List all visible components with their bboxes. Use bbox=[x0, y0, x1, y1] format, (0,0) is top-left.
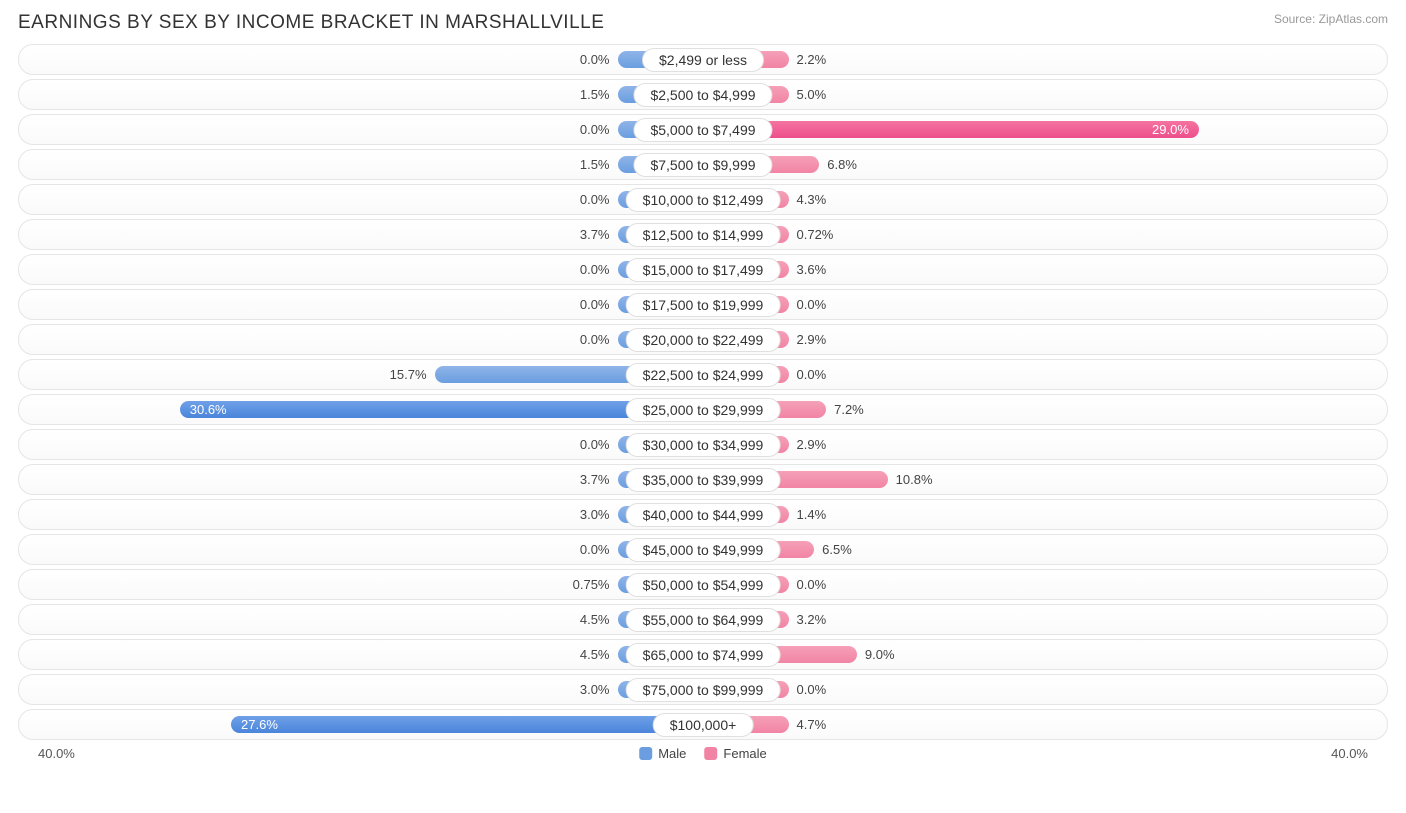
male-value-label: 3.7% bbox=[580, 472, 618, 487]
chart-row: 0.0% 2.9% $20,000 to $22,499 bbox=[18, 324, 1388, 355]
female-value-label: 2.9% bbox=[789, 332, 827, 347]
female-value-label: 0.0% bbox=[789, 367, 827, 382]
female-value-label: 3.6% bbox=[789, 262, 827, 277]
category-label: $5,000 to $7,499 bbox=[633, 118, 772, 142]
chart-row: 0.0% 2.9% $30,000 to $34,999 bbox=[18, 429, 1388, 460]
category-label: $15,000 to $17,499 bbox=[626, 258, 781, 282]
male-value-label: 0.0% bbox=[580, 52, 618, 67]
male-value-label: 0.0% bbox=[580, 122, 618, 137]
male-value-label: 0.0% bbox=[580, 297, 618, 312]
chart-footer: 40.0% Male Female 40.0% bbox=[18, 746, 1388, 766]
chart-row: 1.5% 6.8% $7,500 to $9,999 bbox=[18, 149, 1388, 180]
chart-row: 3.0% 0.0% $75,000 to $99,999 bbox=[18, 674, 1388, 705]
chart-row: 0.75% 0.0% $50,000 to $54,999 bbox=[18, 569, 1388, 600]
male-value-label: 3.0% bbox=[580, 507, 618, 522]
category-label: $100,000+ bbox=[653, 713, 754, 737]
chart-row: 0.0% 0.0% $17,500 to $19,999 bbox=[18, 289, 1388, 320]
diverging-bar-chart: 0.0% 2.2% $2,499 or less 1.5% 5.0% $2,500 to … bbox=[18, 44, 1388, 740]
category-label: $55,000 to $64,999 bbox=[626, 608, 781, 632]
chart-row: 30.6% 7.2% $25,000 to $29,999 bbox=[18, 394, 1388, 425]
female-value-label: 9.0% bbox=[857, 647, 895, 662]
legend: Male Female bbox=[639, 746, 767, 761]
female-value-label: 2.9% bbox=[789, 437, 827, 452]
male-value-label: 4.5% bbox=[580, 612, 618, 627]
male-value-label: 30.6% bbox=[180, 402, 237, 417]
female-bar: 29.0% bbox=[703, 121, 1199, 138]
female-value-label: 4.7% bbox=[789, 717, 827, 732]
category-label: $12,500 to $14,999 bbox=[626, 223, 781, 247]
male-value-label: 0.0% bbox=[580, 542, 618, 557]
female-value-label: 7.2% bbox=[826, 402, 864, 417]
male-bar: 30.6% bbox=[180, 401, 703, 418]
chart-row: 1.5% 5.0% $2,500 to $4,999 bbox=[18, 79, 1388, 110]
chart-source: Source: ZipAtlas.com bbox=[1274, 12, 1388, 26]
chart-row: 27.6% 4.7% $100,000+ bbox=[18, 709, 1388, 740]
female-value-label: 4.3% bbox=[789, 192, 827, 207]
category-label: $20,000 to $22,499 bbox=[626, 328, 781, 352]
chart-row: 0.0% 4.3% $10,000 to $12,499 bbox=[18, 184, 1388, 215]
male-value-label: 3.0% bbox=[580, 682, 618, 697]
category-label: $40,000 to $44,999 bbox=[626, 503, 781, 527]
chart-row: 3.7% 10.8% $35,000 to $39,999 bbox=[18, 464, 1388, 495]
chart-row: 0.0% 6.5% $45,000 to $49,999 bbox=[18, 534, 1388, 565]
category-label: $45,000 to $49,999 bbox=[626, 538, 781, 562]
chart-header: EARNINGS BY SEX BY INCOME BRACKET IN MAR… bbox=[18, 12, 1388, 34]
male-value-label: 1.5% bbox=[580, 87, 618, 102]
category-label: $10,000 to $12,499 bbox=[626, 188, 781, 212]
legend-item-male: Male bbox=[639, 746, 686, 761]
male-value-label: 4.5% bbox=[580, 647, 618, 662]
category-label: $2,500 to $4,999 bbox=[633, 83, 772, 107]
category-label: $65,000 to $74,999 bbox=[626, 643, 781, 667]
category-label: $50,000 to $54,999 bbox=[626, 573, 781, 597]
female-swatch-icon bbox=[704, 747, 717, 760]
axis-left-label: 40.0% bbox=[38, 746, 75, 761]
male-bar: 27.6% bbox=[231, 716, 703, 733]
category-label: $17,500 to $19,999 bbox=[626, 293, 781, 317]
male-swatch-icon bbox=[639, 747, 652, 760]
chart-row: 0.0% 3.6% $15,000 to $17,499 bbox=[18, 254, 1388, 285]
chart-row: 0.0% 29.0% $5,000 to $7,499 bbox=[18, 114, 1388, 145]
male-value-label: 0.0% bbox=[580, 192, 618, 207]
category-label: $2,499 or less bbox=[642, 48, 764, 72]
female-value-label: 29.0% bbox=[1142, 122, 1199, 137]
female-value-label: 6.8% bbox=[819, 157, 857, 172]
female-value-label: 10.8% bbox=[888, 472, 933, 487]
female-value-label: 0.72% bbox=[789, 227, 834, 242]
female-value-label: 2.2% bbox=[789, 52, 827, 67]
female-value-label: 1.4% bbox=[789, 507, 827, 522]
chart-row: 4.5% 9.0% $65,000 to $74,999 bbox=[18, 639, 1388, 670]
legend-female-label: Female bbox=[723, 746, 766, 761]
female-value-label: 0.0% bbox=[789, 297, 827, 312]
female-value-label: 0.0% bbox=[789, 682, 827, 697]
male-value-label: 3.7% bbox=[580, 227, 618, 242]
chart-title: EARNINGS BY SEX BY INCOME BRACKET IN MAR… bbox=[18, 12, 604, 34]
male-value-label: 1.5% bbox=[580, 157, 618, 172]
category-label: $30,000 to $34,999 bbox=[626, 433, 781, 457]
female-value-label: 0.0% bbox=[789, 577, 827, 592]
male-value-label: 27.6% bbox=[231, 717, 288, 732]
axis-right-label: 40.0% bbox=[1331, 746, 1368, 761]
female-value-label: 5.0% bbox=[789, 87, 827, 102]
category-label: $75,000 to $99,999 bbox=[626, 678, 781, 702]
female-value-label: 6.5% bbox=[814, 542, 852, 557]
male-value-label: 0.0% bbox=[580, 437, 618, 452]
chart-row: 15.7% 0.0% $22,500 to $24,999 bbox=[18, 359, 1388, 390]
legend-male-label: Male bbox=[658, 746, 686, 761]
male-value-label: 0.0% bbox=[580, 262, 618, 277]
male-value-label: 15.7% bbox=[390, 367, 435, 382]
category-label: $7,500 to $9,999 bbox=[633, 153, 772, 177]
chart-row: 3.7% 0.72% $12,500 to $14,999 bbox=[18, 219, 1388, 250]
chart-row: 0.0% 2.2% $2,499 or less bbox=[18, 44, 1388, 75]
chart-row: 3.0% 1.4% $40,000 to $44,999 bbox=[18, 499, 1388, 530]
female-value-label: 3.2% bbox=[789, 612, 827, 627]
male-value-label: 0.0% bbox=[580, 332, 618, 347]
category-label: $35,000 to $39,999 bbox=[626, 468, 781, 492]
legend-item-female: Female bbox=[704, 746, 766, 761]
category-label: $25,000 to $29,999 bbox=[626, 398, 781, 422]
male-value-label: 0.75% bbox=[573, 577, 618, 592]
chart-row: 4.5% 3.2% $55,000 to $64,999 bbox=[18, 604, 1388, 635]
category-label: $22,500 to $24,999 bbox=[626, 363, 781, 387]
